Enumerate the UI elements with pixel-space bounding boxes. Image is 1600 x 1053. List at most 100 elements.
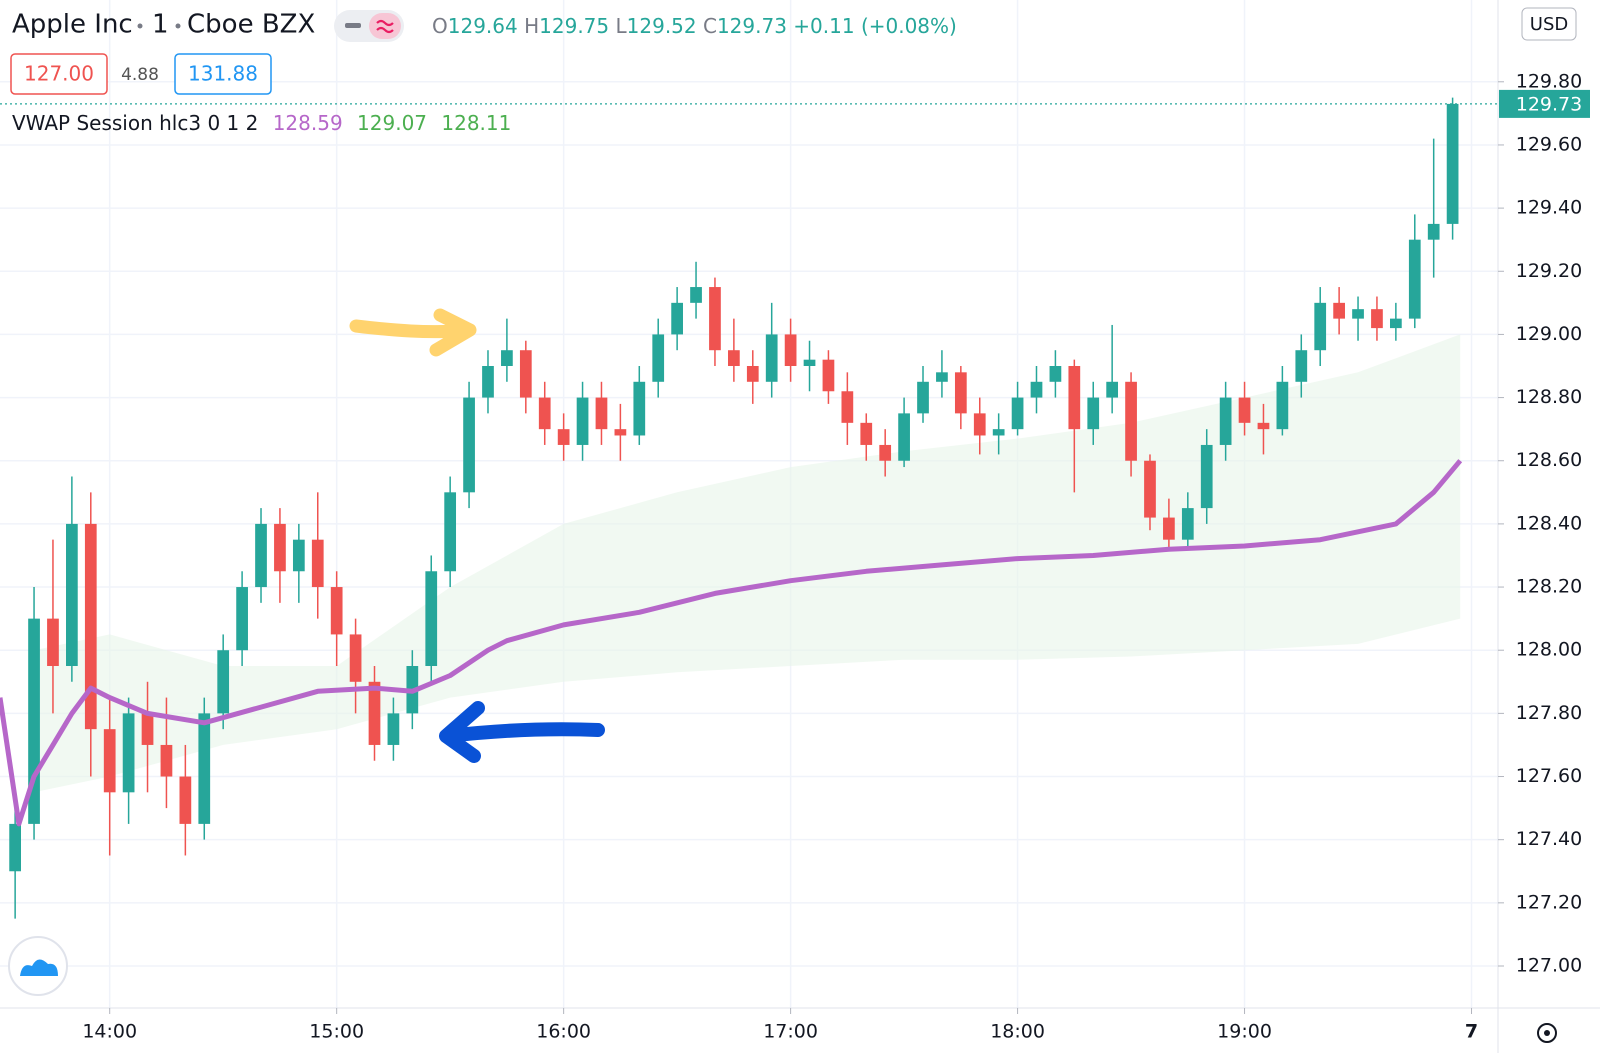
- candle-body: [292, 539, 305, 572]
- candle-body: [973, 413, 986, 436]
- candle-body: [217, 650, 230, 714]
- y-tick-label: 129.20: [1516, 260, 1582, 282]
- indicator-label: VWAP Session hlc3 0 1 2: [12, 111, 258, 135]
- x-tick-label: 17:00: [763, 1021, 818, 1043]
- candle-body: [1257, 422, 1270, 430]
- candle-body: [501, 350, 513, 366]
- candle-body: [368, 681, 381, 745]
- currency-button[interactable]: [1521, 7, 1577, 41]
- wave-icon: [376, 19, 394, 34]
- candle-body: [1106, 381, 1119, 398]
- candle-body: [576, 397, 589, 445]
- candle-body: [463, 397, 475, 493]
- y-tick-label: 127.60: [1516, 765, 1582, 787]
- exchange: Cboe BZX: [187, 10, 315, 40]
- plot-area: [0, 0, 1498, 1008]
- candle-body: [595, 397, 608, 430]
- candle-body: [671, 302, 683, 335]
- buy-button[interactable]: [174, 53, 272, 95]
- ohlc-value: 129.52: [627, 14, 697, 38]
- candle-body: [1276, 381, 1289, 430]
- vwap-band: [34, 334, 1461, 793]
- interval: 1: [152, 10, 169, 40]
- y-tick-label: 127.40: [1516, 828, 1582, 850]
- candle-body: [1087, 397, 1100, 430]
- last-price-box: [1499, 89, 1590, 118]
- ohlc-key: O: [432, 14, 448, 38]
- candle-body: [1238, 397, 1251, 423]
- candle-body: [255, 523, 267, 588]
- ohlc-key: L: [615, 14, 627, 38]
- x-tick-label: 15:00: [309, 1021, 364, 1043]
- candle-body: [1446, 103, 1459, 224]
- axes: 127.00 127.20 127.40 127.60 127.80 128.00 128.…: [82, 70, 1590, 1043]
- x-tick-label: 16:00: [536, 1021, 591, 1043]
- symbol: Apple Inc: [12, 10, 133, 40]
- candle-body: [1295, 350, 1308, 382]
- candle-body: [690, 287, 702, 303]
- candle-body: [614, 429, 627, 436]
- ohlc-value: 129.64: [448, 14, 518, 38]
- candle-body: [179, 776, 192, 824]
- candle-body: [709, 287, 721, 351]
- candle-body: [765, 334, 778, 382]
- candle-body: [311, 539, 324, 588]
- candle-body: [1125, 381, 1137, 461]
- candle-body: [425, 571, 438, 666]
- candle-body: [803, 359, 816, 366]
- candle-body: [444, 492, 457, 572]
- candle-body: [992, 429, 1005, 436]
- x-tick-label: 18:00: [990, 1021, 1045, 1043]
- change: +0.11 (+0.08%): [793, 14, 957, 38]
- indicator-value: 129.07: [357, 111, 427, 135]
- bid: 127.00: [24, 62, 94, 86]
- candle-body: [1408, 239, 1421, 319]
- candle-body: [784, 334, 797, 366]
- candle-body: [746, 366, 759, 382]
- candle-body: [1371, 309, 1383, 329]
- candle-body: [1163, 517, 1175, 540]
- candle-body: [387, 713, 400, 745]
- candle-body: [1144, 460, 1156, 518]
- separator: [175, 23, 181, 29]
- candle-body: [1219, 397, 1232, 445]
- ask: 131.88: [188, 62, 258, 86]
- candle-body: [84, 523, 97, 730]
- ohlc-key: H: [524, 14, 539, 38]
- currency: USD: [1530, 14, 1568, 35]
- candle-body: [519, 350, 532, 398]
- y-tick-label: 129.00: [1516, 323, 1582, 345]
- settings-icon: [1544, 1030, 1550, 1036]
- toggle-icon-active: [369, 13, 401, 39]
- candle-body: [728, 350, 740, 366]
- y-tick-label: 128.20: [1516, 576, 1582, 598]
- blue-arrow: [439, 701, 605, 763]
- indicator-legend: VWAP Session hlc3 0 1 2 128.59 129.07 12…: [12, 111, 511, 135]
- candle-body: [198, 713, 211, 824]
- candle-body: [482, 366, 494, 398]
- candle-body: [1352, 309, 1364, 319]
- candle-body: [841, 391, 854, 423]
- spread: 4.88: [121, 65, 159, 85]
- candle-body: [1200, 444, 1213, 509]
- candle-body: [936, 372, 948, 382]
- y-tick-label: 127.20: [1516, 891, 1582, 913]
- y-tick-label: 128.40: [1516, 512, 1582, 534]
- candle-body: [557, 429, 570, 445]
- candle-body: [822, 359, 835, 392]
- candle-body: [538, 397, 551, 430]
- y-tick-label: 128.00: [1516, 639, 1582, 661]
- indicator-value: 128.11: [441, 111, 511, 135]
- candle-body: [652, 334, 665, 382]
- ohlc-value: 129.73: [717, 14, 787, 38]
- candle-body: [1030, 381, 1043, 398]
- sell-button[interactable]: [10, 53, 108, 95]
- indicator-value: 128.59: [273, 111, 343, 135]
- candle-body: [879, 444, 892, 461]
- ohlc-value: 129.75: [539, 14, 609, 38]
- candle-body: [917, 381, 929, 414]
- candle-body: [160, 744, 173, 777]
- y-tick-label: 129.40: [1516, 197, 1582, 219]
- settings-button[interactable]: [1537, 1023, 1557, 1043]
- candle-body: [1427, 223, 1440, 240]
